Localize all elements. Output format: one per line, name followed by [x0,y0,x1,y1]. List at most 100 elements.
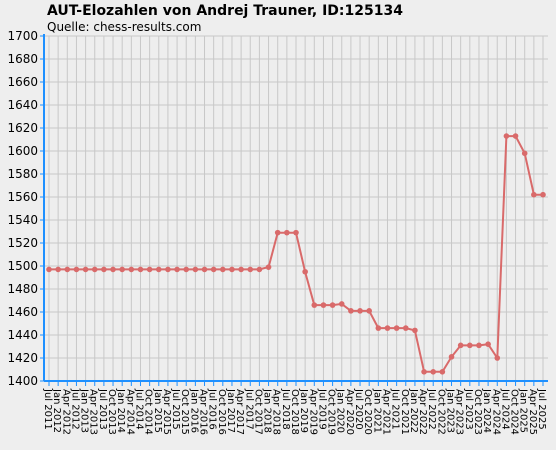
data-point [64,266,71,273]
x-tick-label: Jul 2017 [243,388,254,430]
y-tick-label: 1620 [7,121,38,135]
x-tick-label: Jul 2011 [42,388,53,430]
data-point [402,325,409,331]
x-tick-label: Jul 2012 [69,388,80,430]
x-tick-label: Apr 2018 [271,389,282,435]
x-tick-label: Oct 2020 [362,389,373,435]
x-tick-label: Apr 2022 [417,389,428,435]
y-tick-label: 1560 [7,190,38,204]
data-point [338,301,345,307]
y-tick-label: 1460 [7,305,38,319]
x-tick-label: Apr 2012 [60,389,71,435]
data-point [457,342,464,349]
x-tick-label: Jan 2015 [152,388,163,433]
data-point [476,342,482,349]
data-point [165,266,171,273]
x-tick-label: Jul 2022 [426,388,437,430]
data-point [183,266,190,273]
x-tick-label: Apr 2025 [527,389,538,435]
x-tick-label: Oct 2013 [106,389,117,435]
x-tick-label: Oct 2021 [399,389,410,435]
x-tick-label: Jan 2014 [115,388,126,433]
data-point [412,327,418,334]
x-tick-label: Oct 2016 [216,389,227,435]
y-tick-label: 1480 [7,282,38,296]
x-tick-label: Jan 2012 [51,388,62,433]
data-point [540,191,546,198]
x-tick-label: Apr 2021 [380,389,391,435]
data-point [302,268,308,275]
data-point [265,264,272,270]
x-tick-label: Apr 2020 [344,389,355,435]
data-point [247,266,254,273]
data-point [146,266,153,273]
data-point [531,191,537,198]
data-point [448,354,455,360]
data-point [220,266,226,273]
data-point [284,229,290,236]
x-tick-label: Jan 2019 [298,388,309,433]
x-tick-label: Jan 2016 [188,388,199,433]
x-tick-label: Apr 2019 [307,389,318,435]
x-tick-label: Apr 2013 [88,389,99,435]
data-point [357,308,363,314]
data-point [238,266,244,273]
x-tick-label: Jan 2022 [408,388,419,433]
x-tick-label: Apr 2015 [161,389,172,435]
x-tick-label: Jan 2013 [79,388,90,433]
data-point [512,133,519,139]
y-tick-label: 1680 [7,52,38,66]
data-point [293,229,299,236]
data-point [174,266,180,273]
data-point [439,369,446,375]
data-point [137,266,144,273]
chart-title: AUT-Elozahlen von Andrej Trauner, ID:125… [47,3,403,19]
data-point [329,302,336,308]
y-tick-label: 1520 [7,236,38,250]
data-point [393,325,400,331]
data-point [119,266,125,273]
data-point [375,325,382,331]
x-tick-label: Apr 2024 [490,389,501,435]
x-tick-label: Jan 2018 [262,388,273,433]
data-point [155,266,162,273]
x-tick-label: Apr 2014 [124,389,135,435]
data-point [274,229,281,236]
data-point [46,266,52,273]
x-tick-label: Jan 2020 [335,388,346,433]
x-tick-label: Oct 2024 [509,389,520,435]
data-point [192,266,199,273]
x-tick-label: Oct 2017 [252,389,263,435]
x-tick-label: Jul 2014 [133,388,144,430]
data-point [430,369,437,375]
x-tick-label: Jul 2016 [207,388,218,430]
data-point [101,266,107,273]
data-point [110,266,116,273]
data-point [485,341,491,348]
y-tick-label: 1700 [7,29,38,43]
x-tick-label: Jul 2018 [280,388,291,430]
x-tick-label: Oct 2019 [326,389,337,435]
data-point [91,266,98,273]
data-point [348,308,354,314]
y-tick-label: 1440 [7,328,38,342]
y-tick-label: 1580 [7,167,38,181]
chart-subtitle: Quelle: chess-results.com [47,20,202,34]
x-tick-label: Oct 2018 [289,389,300,435]
data-point [503,133,510,139]
x-tick-label: Jul 2025 [536,388,547,430]
x-tick-label: Oct 2014 [143,389,154,435]
data-point [366,308,372,314]
x-tick-label: Apr 2016 [198,389,209,435]
data-point [320,302,327,308]
data-point [521,150,528,157]
y-tick-label: 1500 [7,259,38,273]
data-point [82,266,89,273]
data-point [311,302,318,308]
x-tick-label: Apr 2017 [234,389,245,435]
y-tick-label: 1640 [7,98,38,112]
x-tick-label: Jan 2024 [481,388,492,433]
data-point [494,355,501,361]
